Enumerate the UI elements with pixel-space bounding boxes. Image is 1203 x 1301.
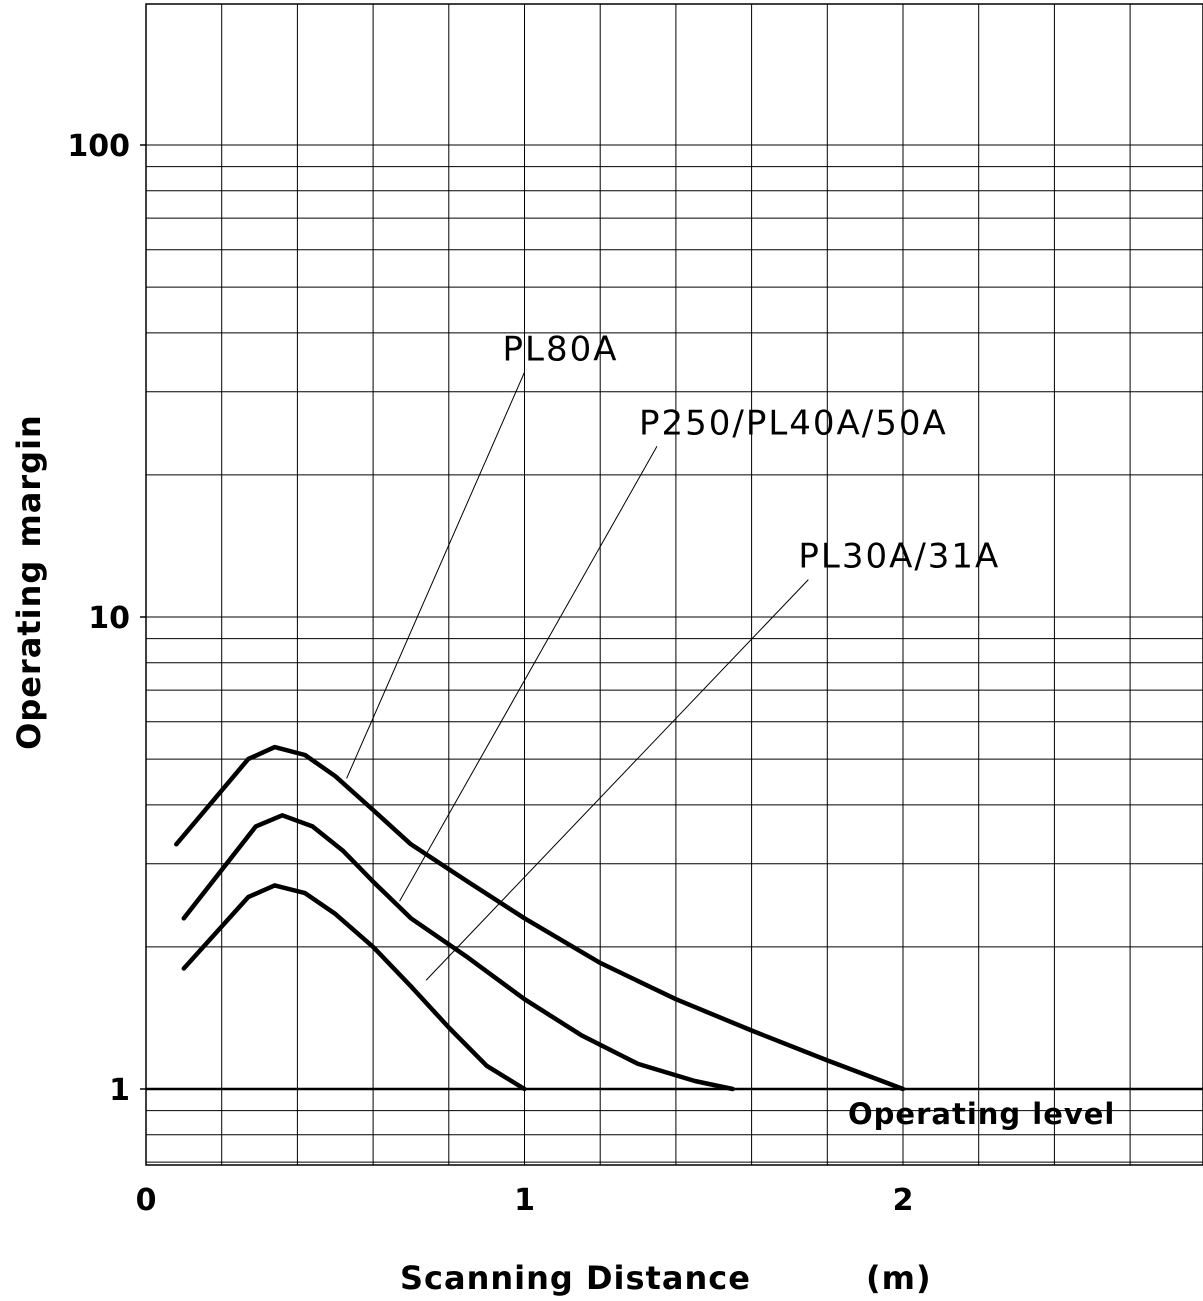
x-tick-label: 0: [136, 1183, 157, 1218]
series-line-2: [181, 813, 735, 1092]
grid: [140, 3, 1203, 1166]
series-label-3: PL30A/31A: [798, 537, 1000, 577]
x-tick-label: 1: [514, 1183, 535, 1218]
series-label-1: PL80A: [503, 329, 619, 369]
y-axis-title: Operating margin: [10, 414, 48, 750]
series-callouts: PL80A P250/PL40A/50A PL30A/31A: [503, 329, 1000, 577]
x-axis-unit: (m): [866, 1259, 932, 1297]
y-tick-label: 10: [88, 601, 130, 636]
series-lines: [174, 744, 906, 1092]
callout-leader-1: [346, 372, 525, 779]
x-axis-title: Scanning Distance: [400, 1259, 751, 1297]
series-line-1: [174, 744, 906, 1092]
callout-leader-2: [399, 446, 658, 902]
series-label-2: P250/PL40A/50A: [639, 403, 948, 443]
callout-leader-3: [425, 579, 809, 981]
y-tick-label: 1: [109, 1073, 130, 1108]
x-tick-label: 2: [893, 1183, 914, 1218]
x-tick-labels: 0 1 2: [136, 1183, 914, 1218]
y-tick-labels: 1 10 100: [67, 129, 130, 1108]
operating-level-label: Operating level: [848, 1097, 1115, 1131]
series-line-3: [181, 883, 527, 1092]
callout-leaders: [346, 372, 809, 981]
plot-frame: [145, 3, 1203, 1166]
y-tick-label: 100: [67, 129, 130, 164]
